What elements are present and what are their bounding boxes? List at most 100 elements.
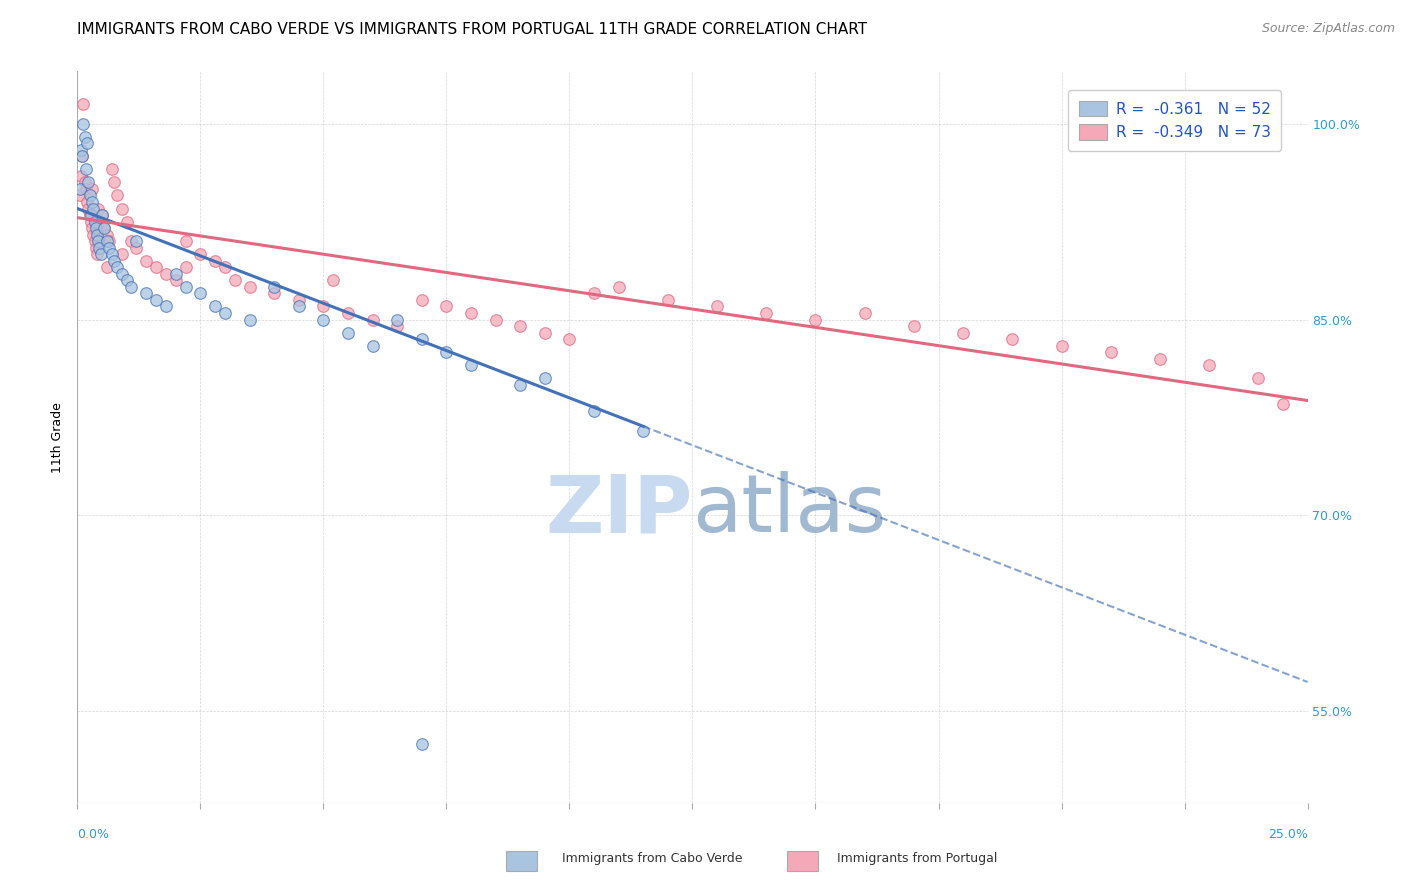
Point (111, 267, 134, 281)
Point (853, 306, 876, 320)
Point (77, 175, 100, 189)
Point (82, 182, 104, 196)
Point (90, 247, 112, 261)
Point (86, 247, 108, 261)
Text: atlas: atlas (693, 471, 887, 549)
Point (214, 306, 236, 320)
Point (69, 182, 91, 196)
Point (214, 260, 236, 275)
Point (98, 234, 121, 248)
Text: 25.0%: 25.0% (1268, 828, 1308, 840)
Point (70, 149, 93, 163)
Point (583, 404, 606, 418)
Point (111, 247, 134, 261)
Point (80, 208, 103, 222)
Point (84, 221, 107, 235)
Point (76, 194, 98, 209)
Point (83, 234, 105, 248)
Text: 0.0%: 0.0% (77, 828, 110, 840)
Point (96, 234, 118, 248)
Point (1149, 351, 1171, 366)
Point (239, 312, 262, 326)
Point (125, 234, 148, 248)
Text: ZIP: ZIP (546, 471, 693, 549)
Point (90, 221, 112, 235)
Point (82, 221, 104, 235)
Point (103, 175, 125, 189)
Point (657, 293, 679, 307)
Text: IMMIGRANTS FROM CABO VERDE VS IMMIGRANTS FROM PORTUGAL 11TH GRADE CORRELATION CH: IMMIGRANTS FROM CABO VERDE VS IMMIGRANTS… (77, 22, 868, 37)
Point (485, 312, 508, 326)
Point (804, 312, 827, 326)
Point (322, 273, 344, 287)
Point (86, 227, 108, 242)
Point (583, 286, 606, 301)
Point (87, 202, 110, 216)
Point (105, 188, 128, 202)
Point (72, 97, 94, 112)
Text: Source: ZipAtlas.com: Source: ZipAtlas.com (1261, 22, 1395, 36)
Point (75, 182, 97, 196)
Point (165, 273, 187, 287)
Point (204, 253, 226, 268)
Point (73, 175, 96, 189)
Point (288, 293, 311, 307)
Point (145, 260, 167, 275)
Point (411, 293, 433, 307)
Point (115, 214, 138, 228)
Point (1198, 358, 1220, 372)
Point (69, 188, 91, 202)
Point (96, 260, 118, 275)
Point (89, 214, 111, 228)
Point (337, 326, 360, 340)
Point (105, 260, 128, 275)
Point (1099, 345, 1122, 359)
Point (1272, 397, 1295, 411)
Point (952, 326, 974, 340)
Point (755, 306, 778, 320)
Point (361, 339, 384, 353)
Point (93, 221, 115, 235)
Point (82, 227, 104, 242)
Point (436, 300, 458, 314)
Point (387, 319, 409, 334)
Point (174, 234, 197, 248)
Point (224, 273, 246, 287)
Point (903, 319, 925, 334)
Point (80, 214, 103, 228)
Point (633, 424, 655, 438)
Point (312, 312, 335, 326)
Point (98, 241, 121, 255)
Point (1001, 332, 1024, 346)
Point (75, 162, 97, 177)
Point (73, 129, 96, 144)
Point (1247, 371, 1270, 385)
Point (706, 300, 728, 314)
Point (93, 221, 115, 235)
Point (79, 208, 101, 222)
Point (534, 326, 557, 340)
Point (72, 117, 94, 131)
Point (82, 194, 104, 209)
Point (174, 260, 197, 275)
Point (387, 312, 409, 326)
Point (337, 306, 360, 320)
Point (239, 280, 262, 294)
Text: Immigrants from Portugal: Immigrants from Portugal (837, 852, 997, 864)
Point (70, 143, 93, 157)
Point (288, 300, 311, 314)
Point (101, 247, 124, 261)
Legend: R =  -0.361   N = 52, R =  -0.349   N = 73: R = -0.361 N = 52, R = -0.349 N = 73 (1069, 90, 1281, 151)
Point (101, 162, 124, 177)
Point (460, 306, 482, 320)
Point (509, 319, 531, 334)
Point (558, 332, 581, 346)
Point (263, 280, 285, 294)
Point (83, 214, 105, 228)
Point (165, 267, 187, 281)
Point (90, 208, 114, 222)
Text: Immigrants from Cabo Verde: Immigrants from Cabo Verde (562, 852, 742, 864)
Point (534, 371, 557, 385)
Point (190, 286, 212, 301)
Y-axis label: 11th Grade: 11th Grade (51, 401, 65, 473)
